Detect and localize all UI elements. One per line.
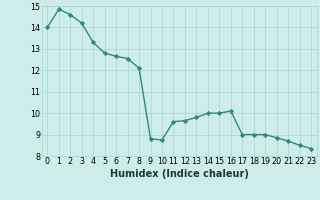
X-axis label: Humidex (Indice chaleur): Humidex (Indice chaleur) bbox=[110, 169, 249, 179]
